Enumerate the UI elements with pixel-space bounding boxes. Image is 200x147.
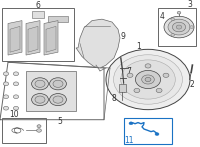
Text: 8: 8 [112,94,116,103]
Circle shape [163,73,169,77]
Polygon shape [8,21,22,55]
Circle shape [50,94,66,106]
Circle shape [129,122,133,125]
Circle shape [142,75,154,84]
Circle shape [114,55,182,104]
Circle shape [190,26,193,28]
Circle shape [35,96,45,103]
Text: 11: 11 [124,136,134,145]
Circle shape [13,106,19,110]
Text: 1: 1 [137,42,141,51]
Circle shape [37,129,41,132]
Polygon shape [26,71,76,111]
Polygon shape [26,21,40,55]
Circle shape [155,133,159,136]
Circle shape [37,125,41,128]
Circle shape [53,80,63,87]
Circle shape [13,82,19,86]
Circle shape [156,88,162,93]
Circle shape [3,106,9,110]
Bar [32,11,44,18]
Text: 5: 5 [58,117,62,126]
Circle shape [13,72,19,76]
Circle shape [3,82,9,86]
Circle shape [145,77,151,82]
Circle shape [176,25,182,29]
Circle shape [13,95,19,99]
Polygon shape [46,26,56,52]
Circle shape [106,49,190,110]
Text: 6: 6 [36,1,40,10]
Circle shape [168,19,190,35]
Circle shape [53,96,63,103]
Circle shape [172,22,186,32]
Polygon shape [28,26,38,52]
Bar [2,8,74,61]
Circle shape [121,60,175,99]
Circle shape [177,11,181,14]
Bar [119,84,126,92]
Circle shape [164,16,194,38]
Circle shape [135,70,161,88]
Circle shape [3,72,9,76]
Bar [48,16,68,22]
Text: 2: 2 [189,80,194,89]
Circle shape [50,78,66,90]
Circle shape [134,88,140,93]
Bar [2,118,46,143]
Polygon shape [10,26,20,52]
Circle shape [32,78,48,90]
Polygon shape [44,21,58,55]
Circle shape [145,64,151,68]
Text: 7: 7 [127,67,131,76]
Circle shape [171,34,174,36]
Text: 4: 4 [160,12,164,21]
Circle shape [35,80,45,87]
Circle shape [127,73,133,77]
Circle shape [32,94,48,106]
Text: 3: 3 [188,0,192,9]
Circle shape [171,18,175,21]
Circle shape [3,95,9,99]
Bar [124,118,172,144]
Text: 10: 10 [9,110,19,119]
Text: 9: 9 [121,32,125,41]
Polygon shape [76,19,120,68]
Bar [158,8,196,46]
